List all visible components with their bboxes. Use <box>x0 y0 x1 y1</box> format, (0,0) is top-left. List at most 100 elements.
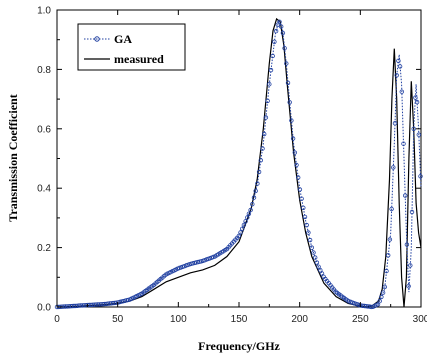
y-axis-title: Transmission Coefficient <box>6 94 20 221</box>
series-ga-point <box>284 61 289 66</box>
x-tick-label: 200 <box>291 314 308 325</box>
y-tick-label: 0.4 <box>37 184 51 195</box>
series-ga-point <box>299 196 304 201</box>
series-ga-point <box>382 284 387 290</box>
series-ga-point <box>268 67 274 73</box>
series-ga-point <box>255 181 260 186</box>
series-ga-point <box>386 253 391 258</box>
series-ga-point <box>380 290 386 295</box>
series-ga-point <box>401 141 406 146</box>
x-tick-label: 300 <box>413 314 427 325</box>
series-ga-point <box>236 233 241 239</box>
series-ga-point <box>238 230 243 235</box>
legend-box <box>77 23 186 71</box>
series-ga-point <box>389 206 394 212</box>
y-axis: 0.0 0.2 0.4 0.6 0.8 1.0 <box>37 6 421 314</box>
series-ga-point <box>413 95 418 100</box>
series-ga-point <box>316 264 321 269</box>
series-ga-point <box>239 226 245 231</box>
series-ga-point <box>307 237 313 243</box>
legend: GA measured <box>77 23 186 71</box>
series-ga-point <box>406 284 411 289</box>
x-tick-label: 100 <box>170 314 187 325</box>
x-tick-label: 50 <box>112 314 124 325</box>
series-ga-point <box>392 120 398 126</box>
series-ga-point <box>265 98 270 104</box>
legend-ga-label: GA <box>114 32 132 46</box>
series-ga-point <box>277 19 282 24</box>
series-ga-point <box>397 64 403 69</box>
series-ga-point <box>270 53 275 59</box>
series-ga-point <box>411 126 416 131</box>
series-ga-point <box>319 271 325 276</box>
series-ga-point <box>272 39 277 44</box>
series-ga-point <box>377 298 382 304</box>
series-ga-point <box>294 162 299 168</box>
series-ga-point <box>287 100 292 105</box>
series-ga-point <box>248 207 253 213</box>
x-axis-title: Frequency/GHz <box>198 339 280 353</box>
series-ga-point <box>418 174 423 179</box>
series-ga-point <box>253 188 258 194</box>
series-ga-point <box>384 268 389 274</box>
series-ga-point <box>379 294 384 300</box>
series-layer <box>54 17 423 310</box>
series-ga-point <box>408 263 413 268</box>
series-ga-point <box>304 222 309 228</box>
y-tick-label: 0.8 <box>37 65 51 76</box>
series-ga-point <box>279 24 284 29</box>
series-ga-point <box>391 165 396 170</box>
series-ga-point <box>375 302 381 307</box>
x-tick-label: 0 <box>54 314 60 325</box>
series-ga-point <box>282 46 287 51</box>
x-tick-label: 150 <box>231 314 248 325</box>
legend-measured-label: measured <box>114 52 164 66</box>
y-tick-label: 0.2 <box>37 243 51 254</box>
y-tick-label: 1.0 <box>37 6 51 17</box>
series-ga-point <box>306 230 311 235</box>
series-ga-point <box>280 30 286 36</box>
series-ga-point <box>289 118 294 123</box>
series-ga-point <box>245 215 250 220</box>
series-ga-point <box>311 250 316 255</box>
series-ga-point <box>267 81 272 87</box>
x-axis: 0 50 100 150 200 250 300 <box>54 10 427 325</box>
y-tick-label: 0.6 <box>37 124 51 135</box>
series-ga-point <box>416 132 421 137</box>
series-ga-point <box>399 89 404 94</box>
series-ga-point <box>250 201 255 207</box>
series-ga-point <box>309 245 314 250</box>
series-ga-point <box>394 73 399 78</box>
y-tick-label: 0.0 <box>37 303 51 314</box>
series-ga-point <box>318 268 323 273</box>
series-ga-point <box>387 237 393 242</box>
series-ga-point <box>314 260 320 265</box>
series-ga-point <box>243 219 248 224</box>
series-ga-point <box>404 242 410 247</box>
series-ga-point <box>414 99 420 105</box>
series-ga-point <box>262 131 267 137</box>
series-ga-point <box>292 150 297 155</box>
series-ga-point <box>273 28 279 34</box>
series-measured-line <box>56 17 422 308</box>
series-ga-point <box>263 115 269 120</box>
series-ga-point <box>301 205 306 210</box>
series-ga-point <box>251 195 257 200</box>
series-ga-point <box>285 80 291 86</box>
series-ga-point <box>297 187 303 192</box>
series-ga-point <box>258 158 263 163</box>
series-ga-point <box>403 193 408 198</box>
series-ga-point <box>246 211 252 216</box>
series-ga-point <box>260 146 265 151</box>
series-ga-point <box>296 175 301 180</box>
series-ga-point <box>313 255 318 260</box>
series-ga-point <box>302 214 308 220</box>
legend-ga-marker <box>94 36 100 42</box>
series-ga-point <box>241 222 247 228</box>
series-ga-point <box>290 136 296 141</box>
series-ga-point <box>256 169 262 175</box>
series-ga-point <box>409 209 415 215</box>
series-ga-point <box>396 58 401 63</box>
x-tick-label: 250 <box>352 314 369 325</box>
